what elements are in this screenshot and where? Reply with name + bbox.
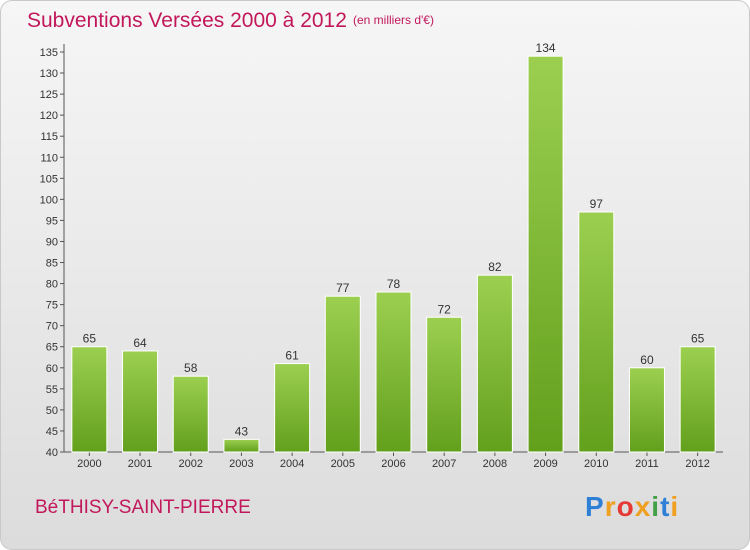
bar-2008 — [476, 274, 513, 453]
y-tick-label: 100 — [40, 194, 58, 206]
y-tick-label: 50 — [46, 405, 58, 417]
bar-2002 — [172, 375, 209, 453]
bar-2006 — [375, 291, 412, 453]
y-tick-label: 85 — [46, 258, 58, 270]
y-tick-label: 90 — [46, 236, 58, 248]
y-tick-label: 55 — [46, 384, 58, 396]
x-tick-label: 2008 — [483, 458, 507, 470]
data-label-2004: 61 — [285, 349, 299, 363]
x-tick-label: 2002 — [178, 458, 202, 470]
x-tick-label: 2007 — [432, 458, 456, 470]
data-label-2003: 43 — [235, 424, 249, 438]
data-label-2002: 58 — [184, 361, 198, 375]
logo-letter: t — [660, 491, 671, 522]
x-tick-label: 2006 — [381, 458, 405, 470]
logo-letter: P — [585, 491, 605, 522]
x-tick-label: 2000 — [77, 458, 101, 470]
data-label-2010: 97 — [590, 197, 604, 211]
x-tick-label: 2003 — [229, 458, 253, 470]
logo-letter: o — [616, 491, 635, 522]
y-tick-label: 65 — [46, 342, 58, 354]
bar-2000 — [71, 346, 108, 453]
data-label-2011: 60 — [640, 353, 654, 367]
data-label-2006: 78 — [387, 277, 401, 291]
y-tick-label: 75 — [46, 300, 58, 312]
bar-2003 — [223, 438, 260, 453]
y-tick-label: 80 — [46, 279, 58, 291]
data-label-2005: 77 — [336, 281, 350, 295]
bar-2004 — [274, 363, 311, 453]
y-tick-label: 45 — [46, 426, 58, 438]
bar-2005 — [324, 295, 361, 453]
bar-2011 — [628, 367, 665, 453]
y-tick-label: 110 — [40, 152, 58, 164]
x-tick-label: 2009 — [533, 458, 557, 470]
y-tick-label: 95 — [46, 215, 58, 227]
y-tick-label: 115 — [40, 131, 58, 143]
data-label-2001: 64 — [133, 336, 147, 350]
chart-unit-note: (en milliers d'€) — [353, 13, 434, 27]
y-tick-label: 135 — [40, 47, 58, 59]
y-tick-label: 125 — [40, 89, 58, 101]
bar-2012 — [679, 346, 716, 453]
data-label-2008: 82 — [488, 260, 502, 274]
x-tick-label: 2012 — [685, 458, 709, 470]
y-tick-label: 105 — [40, 173, 58, 185]
x-tick-label: 2010 — [584, 458, 608, 470]
data-label-2007: 72 — [438, 302, 452, 316]
y-tick-label: 60 — [46, 363, 58, 375]
x-tick-label: 2005 — [331, 458, 355, 470]
proxiti-logo: Proxiti — [585, 491, 679, 523]
bar-2001 — [122, 350, 159, 453]
data-label-2009: 134 — [536, 41, 556, 55]
bar-2007 — [426, 316, 463, 453]
logo-letter: x — [634, 491, 652, 522]
logo-letter: i — [651, 491, 661, 522]
commune-name: BéTHISY-SAINT-PIERRE — [35, 497, 251, 518]
data-label-2012: 65 — [691, 332, 705, 346]
bar-2009 — [527, 55, 564, 453]
y-tick-label: 70 — [46, 321, 58, 333]
logo-letter: i — [670, 491, 680, 522]
data-label-2000: 65 — [83, 332, 97, 346]
logo-letter: r — [604, 491, 617, 522]
x-tick-label: 2004 — [280, 458, 304, 470]
x-tick-label: 2011 — [635, 458, 659, 470]
y-tick-label: 40 — [46, 447, 58, 459]
y-tick-label: 130 — [40, 68, 58, 80]
x-tick-label: 2001 — [128, 458, 152, 470]
y-tick-label: 120 — [40, 110, 58, 122]
bar-2010 — [578, 211, 615, 453]
chart-title: Subventions Versées 2000 à 2012 — [27, 9, 347, 32]
